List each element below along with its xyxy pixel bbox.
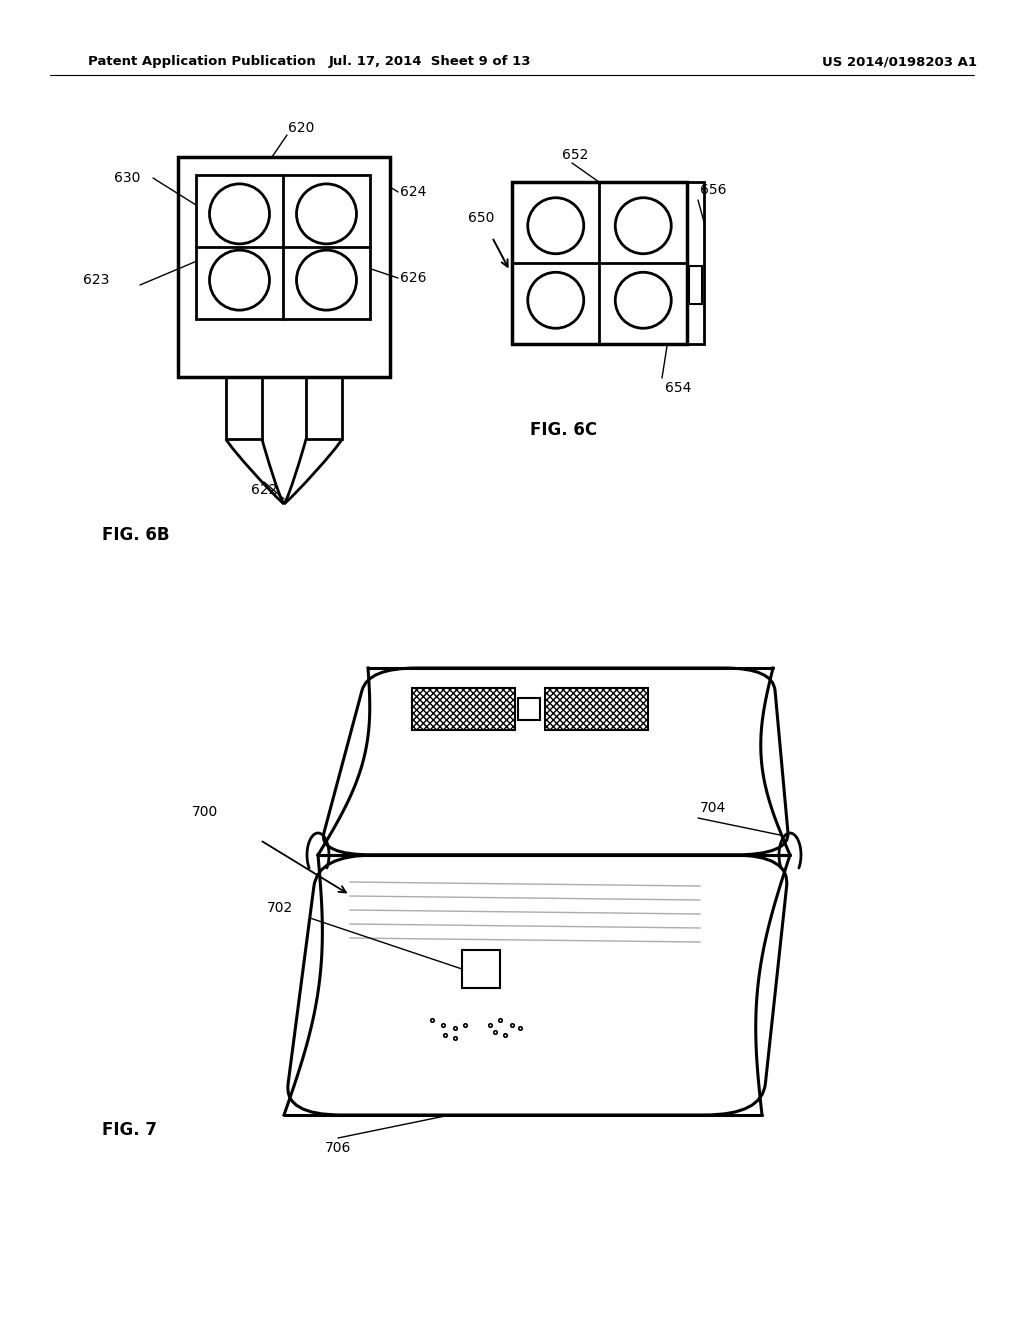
Text: 702: 702 [267,902,293,915]
Text: 620: 620 [288,121,314,135]
Text: 626: 626 [400,271,427,285]
Text: 652: 652 [562,148,589,162]
Text: 704: 704 [700,801,726,814]
Bar [178,157,390,378]
Bar [462,950,500,987]
Text: 706: 706 [325,1140,351,1155]
Text: 700: 700 [193,805,218,818]
Bar [196,176,370,319]
Text: FIG. 6B: FIG. 6B [102,525,170,544]
Bar [412,688,515,730]
Text: FIG. 6C: FIG. 6C [530,421,597,440]
Text: 624: 624 [400,185,426,199]
Bar [518,698,540,719]
Text: FIG. 7: FIG. 7 [102,1121,157,1139]
Text: 630: 630 [114,172,140,185]
Text: 654: 654 [665,381,691,395]
Bar [687,182,705,345]
Bar [545,688,648,730]
Bar [226,378,262,440]
Text: 622: 622 [251,483,278,498]
Bar [412,688,515,730]
Text: 650: 650 [468,211,495,224]
Text: 623: 623 [83,273,110,286]
Text: US 2014/0198203 A1: US 2014/0198203 A1 [822,55,978,69]
Text: Jul. 17, 2014  Sheet 9 of 13: Jul. 17, 2014 Sheet 9 of 13 [329,55,531,69]
Bar [512,182,687,345]
Bar [689,267,702,304]
Text: Patent Application Publication: Patent Application Publication [88,55,315,69]
Bar [545,688,648,730]
Bar [306,378,342,440]
Text: 656: 656 [700,183,726,197]
